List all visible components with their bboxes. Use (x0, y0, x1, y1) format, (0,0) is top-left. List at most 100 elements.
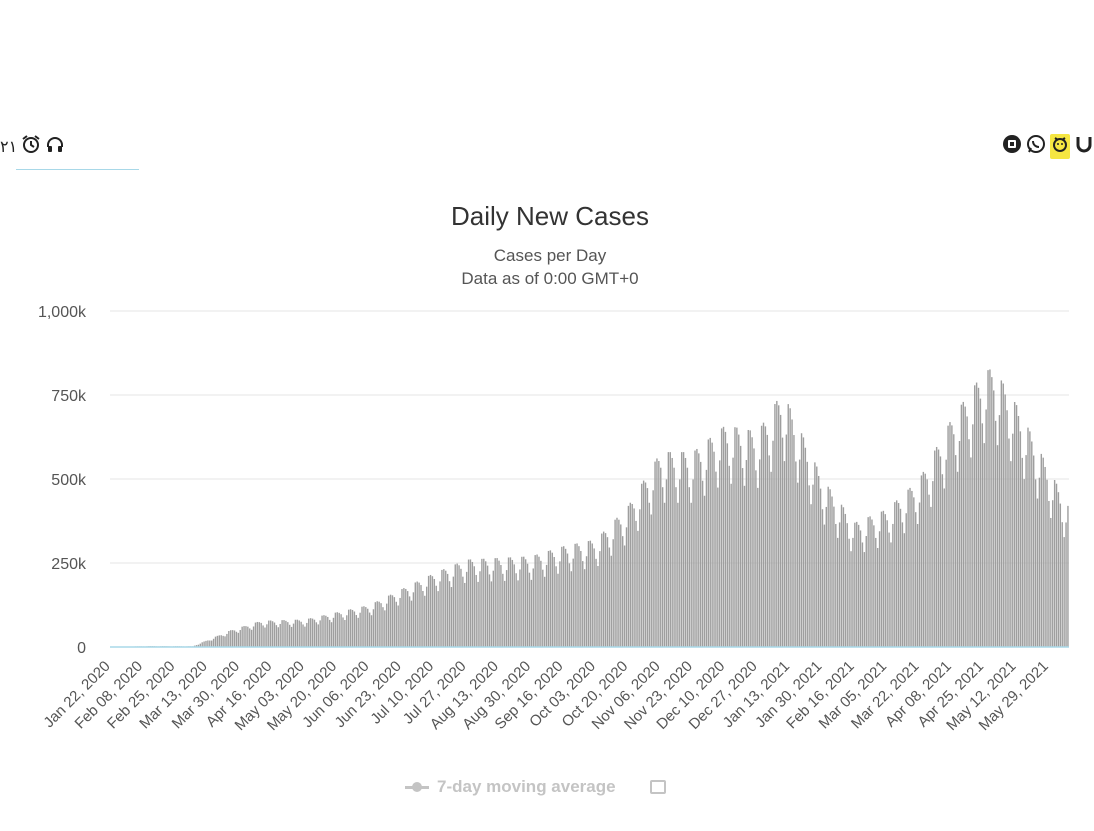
daily-cases-bar[interactable] (909, 487, 911, 647)
daily-cases-bar[interactable] (332, 617, 335, 647)
daily-cases-bar[interactable] (669, 452, 671, 647)
daily-cases-bar[interactable] (606, 537, 609, 647)
daily-cases-bar[interactable] (210, 640, 213, 647)
daily-cases-bar[interactable] (424, 595, 426, 647)
daily-cases-bar[interactable] (857, 524, 860, 647)
daily-cases-bar[interactable] (279, 623, 281, 647)
daily-cases-bar[interactable] (882, 510, 885, 647)
daily-cases-bar[interactable] (673, 467, 675, 647)
daily-cases-bar[interactable] (642, 480, 645, 647)
daily-cases-bar[interactable] (654, 461, 656, 647)
daily-cases-bar[interactable] (701, 480, 704, 647)
daily-cases-bar[interactable] (1031, 441, 1033, 647)
daily-cases-bar[interactable] (201, 642, 203, 647)
daily-cases-bar[interactable] (367, 608, 369, 647)
daily-cases-bar[interactable] (966, 416, 968, 647)
daily-cases-bar[interactable] (298, 620, 300, 647)
daily-cases-bar[interactable] (760, 425, 763, 647)
daily-cases-bar[interactable] (627, 505, 630, 647)
daily-cases-bar[interactable] (996, 445, 999, 647)
daily-cases-bar[interactable] (1067, 505, 1069, 647)
daily-cases-bar[interactable] (543, 576, 546, 647)
daily-cases-bar[interactable] (226, 633, 228, 647)
daily-cases-bar[interactable] (488, 574, 491, 647)
daily-cases-bar[interactable] (1004, 394, 1006, 647)
daily-cases-bar[interactable] (473, 566, 475, 647)
daily-cases-bar[interactable] (876, 547, 879, 647)
daily-cases-bar[interactable] (515, 573, 517, 647)
daily-cases-bar[interactable] (418, 582, 420, 647)
daily-cases-bar[interactable] (1000, 380, 1003, 647)
daily-cases-bar[interactable] (918, 502, 921, 647)
daily-cases-bar[interactable] (734, 427, 736, 647)
daily-cases-bar[interactable] (275, 625, 278, 647)
daily-cases-bar[interactable] (644, 482, 647, 647)
daily-cases-bar[interactable] (865, 536, 867, 647)
daily-cases-bar[interactable] (319, 620, 321, 647)
daily-cases-bar[interactable] (1042, 457, 1044, 647)
daily-cases-bar[interactable] (652, 490, 654, 647)
daily-cases-bar[interactable] (521, 556, 523, 647)
daily-cases-bar[interactable] (679, 479, 681, 647)
daily-cases-bar[interactable] (399, 597, 401, 647)
daily-cases-bar[interactable] (534, 555, 536, 647)
daily-cases-bar[interactable] (738, 434, 740, 647)
daily-cases-bar[interactable] (1019, 431, 1022, 647)
daily-cases-bar[interactable] (359, 612, 361, 647)
daily-cases-bar[interactable] (875, 537, 877, 647)
daily-cases-bar[interactable] (861, 542, 864, 647)
daily-cases-bar[interactable] (1044, 466, 1046, 647)
daily-cases-bar[interactable] (637, 530, 639, 647)
daily-cases-bar[interactable] (869, 516, 871, 647)
daily-cases-bar[interactable] (989, 369, 991, 647)
daily-cases-bar[interactable] (856, 521, 858, 647)
daily-cases-bar[interactable] (406, 591, 409, 647)
daily-cases-bar[interactable] (1052, 500, 1054, 647)
daily-cases-bar[interactable] (677, 502, 679, 647)
daily-cases-bar[interactable] (724, 431, 727, 647)
daily-cases-bar[interactable] (410, 600, 413, 647)
daily-cases-bar[interactable] (601, 533, 603, 647)
daily-cases-bar[interactable] (987, 370, 989, 647)
daily-cases-bar[interactable] (273, 622, 276, 647)
daily-cases-bar[interactable] (700, 461, 702, 647)
daily-cases-bar[interactable] (230, 630, 232, 647)
daily-cases-bar[interactable] (195, 645, 198, 647)
daily-cases-bar[interactable] (968, 439, 970, 647)
daily-cases-bar[interactable] (1048, 500, 1050, 647)
daily-cases-bar[interactable] (650, 514, 652, 647)
daily-cases-bar[interactable] (357, 617, 359, 647)
daily-cases-bar[interactable] (351, 609, 354, 647)
daily-cases-bar[interactable] (1008, 438, 1010, 647)
daily-cases-bar[interactable] (837, 537, 839, 647)
daily-cases-bar[interactable] (888, 532, 890, 647)
daily-cases-bar[interactable] (762, 422, 765, 647)
daily-cases-bar[interactable] (408, 596, 411, 647)
daily-cases-bar[interactable] (641, 483, 643, 647)
daily-cases-bar[interactable] (220, 635, 222, 647)
daily-cases-bar[interactable] (290, 626, 293, 647)
daily-cases-bar[interactable] (542, 569, 544, 647)
daily-cases-bar[interactable] (532, 568, 534, 647)
daily-cases-bar[interactable] (840, 504, 843, 647)
daily-cases-bar[interactable] (382, 607, 384, 647)
daily-cases-bar[interactable] (317, 624, 319, 647)
daily-cases-bar[interactable] (441, 569, 443, 647)
daily-cases-bar[interactable] (635, 520, 637, 647)
daily-cases-bar[interactable] (582, 561, 584, 647)
daily-cases-bar[interactable] (795, 461, 797, 647)
daily-cases-bar[interactable] (890, 542, 892, 647)
daily-cases-bar[interactable] (313, 619, 316, 647)
daily-cases-bar[interactable] (707, 439, 710, 647)
daily-cases-bar[interactable] (778, 405, 780, 647)
daily-cases-bar[interactable] (536, 554, 538, 647)
daily-cases-bar[interactable] (827, 486, 829, 647)
daily-cases-bar[interactable] (342, 617, 344, 647)
daily-cases-bar[interactable] (395, 601, 397, 647)
daily-cases-bar[interactable] (467, 559, 470, 647)
daily-cases-bar[interactable] (216, 635, 219, 647)
daily-cases-bar[interactable] (492, 570, 495, 647)
daily-cases-bar[interactable] (680, 452, 683, 647)
daily-cases-bar[interactable] (663, 502, 666, 647)
daily-cases-bar[interactable] (294, 619, 297, 647)
